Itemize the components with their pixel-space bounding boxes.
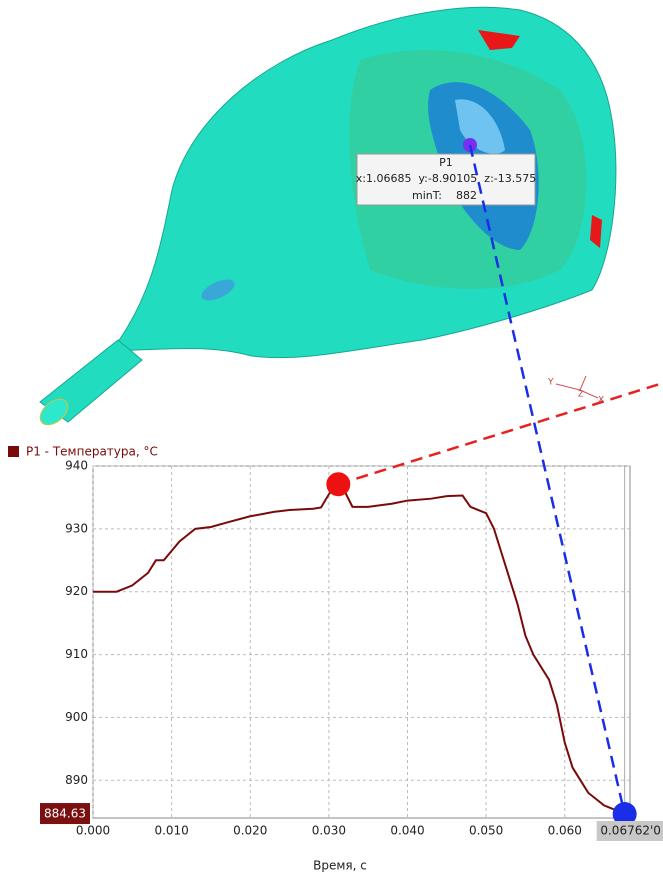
triad-axis: [580, 376, 586, 390]
triad-label: Y: [547, 378, 554, 388]
axes-triad: Y Z X: [547, 376, 604, 406]
y-tick-label: 940: [65, 459, 88, 473]
tooltip-min-value: 882: [456, 189, 477, 202]
x-tick-label: 0.040: [390, 824, 424, 838]
tooltip-coords: x:1.06685 y:-8.90105 z:-13.575: [356, 172, 537, 185]
legend-swatch: [8, 446, 19, 457]
y-tick-label: 930: [65, 521, 88, 535]
y-tick-label: 890: [65, 773, 88, 787]
model-3d: [35, 7, 616, 430]
triad-label: Z: [578, 390, 584, 399]
tooltip-min-label: minT:: [412, 189, 442, 202]
screen: P1 x:1.06685 y:-8.90105 z:-13.575 minT: …: [0, 0, 663, 874]
triad-axis: [556, 384, 580, 390]
legend-label: P1 - Температура, °C: [26, 445, 158, 459]
y-tick-label: 900: [65, 710, 88, 724]
x-tick-label: 0.060: [548, 824, 582, 838]
marker: [326, 472, 350, 496]
plot-area: [93, 466, 630, 818]
y-readout: 884.63: [44, 807, 86, 821]
page: {"probe": {"name": "P1", "coords": "x:1.…: [0, 0, 663, 874]
x-tick-label: 0.000: [76, 824, 110, 838]
x-readout: 0.06762'0: [600, 824, 661, 838]
x-tick-label: 0.020: [233, 824, 267, 838]
x-tick-label: 0.050: [469, 824, 503, 838]
y-tick-label: 920: [65, 584, 88, 598]
y-tick-label: 910: [65, 647, 88, 661]
tooltip-title: P1: [439, 156, 453, 169]
tooltip: P1 x:1.06685 y:-8.90105 z:-13.575 minT: …: [356, 154, 537, 205]
x-tick-label: 0.010: [154, 824, 188, 838]
x-axis-title: Время, с: [313, 859, 367, 873]
x-tick-label: 0.030: [312, 824, 346, 838]
